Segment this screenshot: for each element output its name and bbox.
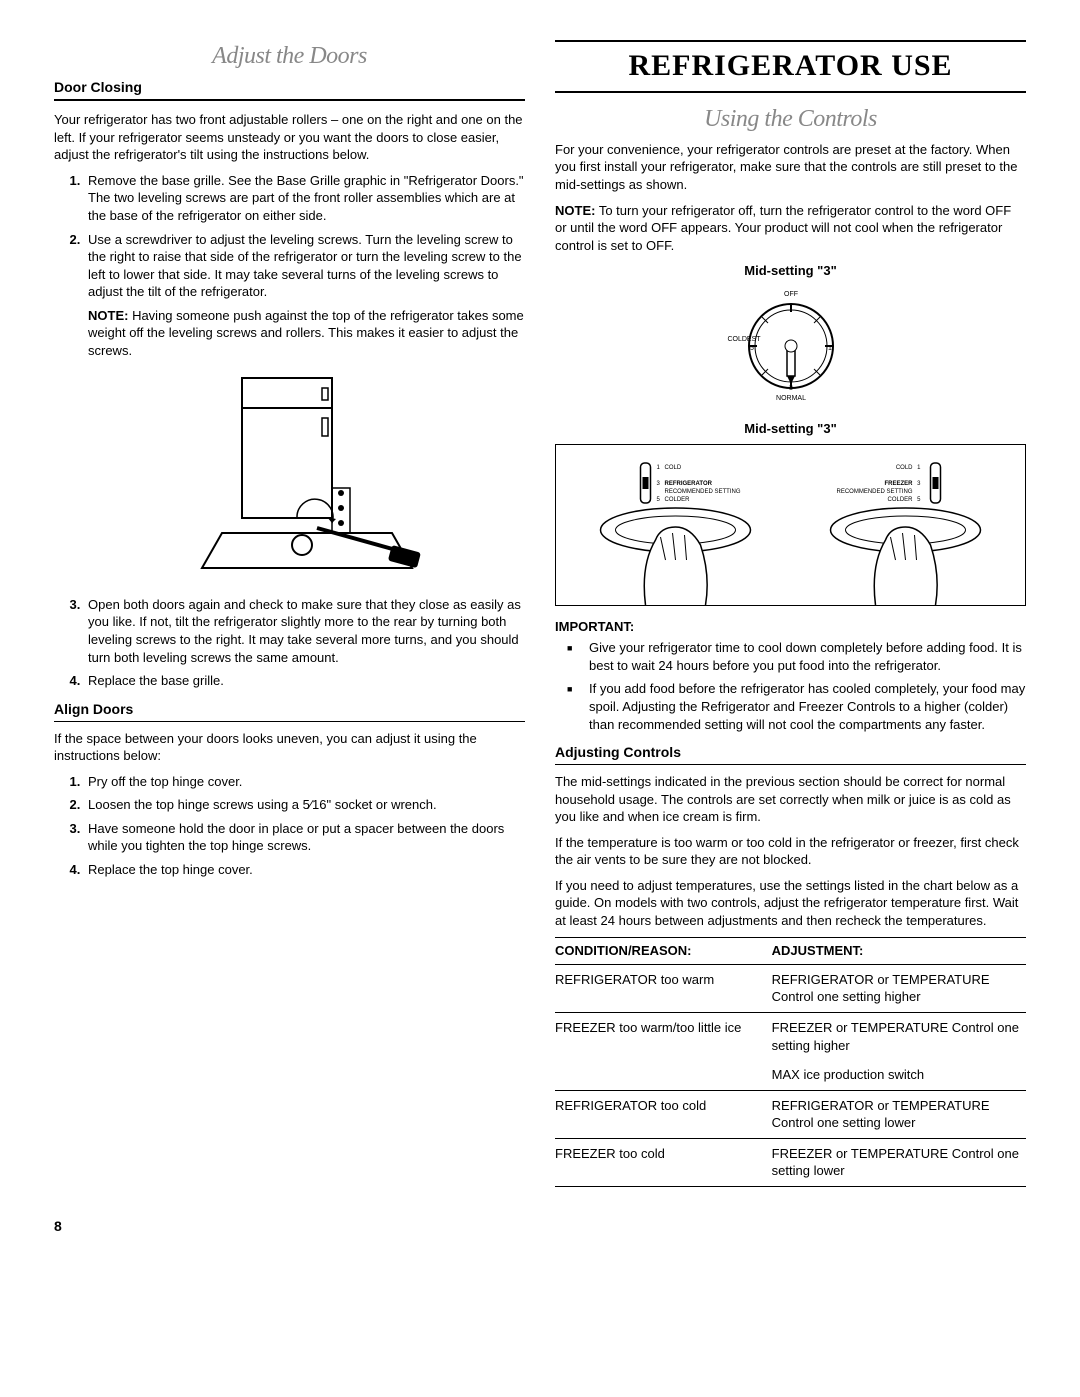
dial-illustration: OFF COLDEST 5 1 3 NORMAL [555, 286, 1026, 411]
rule [54, 721, 525, 722]
control-panel-illustration: 1 3 5 COLD REFRIGERATOR RECOMMENDED SETT… [555, 444, 1026, 606]
th-condition: CONDITION/REASON: [555, 938, 772, 965]
th-adjustment: ADJUSTMENT: [772, 938, 1026, 965]
table-row: FREEZER too cold FREEZER or TEMPERATURE … [555, 1138, 1026, 1186]
page: Adjust the Doors Door Closing Your refri… [54, 40, 1026, 1187]
table-row: REFRIGERATOR too cold REFRIGERATOR or TE… [555, 1090, 1026, 1138]
bullet: If you add food before the refrigerator … [585, 680, 1026, 733]
cell: REFRIGERATOR too warm [555, 964, 772, 1012]
important-label: IMPORTANT: [555, 618, 1026, 636]
table-row: REFRIGERATOR too warm REFRIGERATOR or TE… [555, 964, 1026, 1012]
note-label: NOTE: [555, 203, 595, 218]
note-text: To turn your refrigerator off, turn the … [555, 203, 1011, 253]
svg-text:COLDER: COLDER [887, 497, 913, 503]
step: Have someone hold the door in place or p… [84, 820, 525, 855]
svg-text:OFF: OFF [784, 291, 798, 298]
step-text: Use a screwdriver to adjust the leveling… [88, 232, 522, 300]
adjust-doors-title: Adjust the Doors [54, 40, 525, 72]
cell: FREEZER too warm/too little ice [555, 1013, 772, 1061]
rule [555, 764, 1026, 765]
door-closing-intro: Your refrigerator has two front adjustab… [54, 111, 525, 164]
leveling-illustration [88, 373, 525, 578]
page-number: 8 [54, 1217, 1026, 1236]
svg-text:COLDEST: COLDEST [727, 336, 761, 343]
svg-text:1: 1 [657, 465, 661, 471]
step: Pry off the top hinge cover. [84, 773, 525, 791]
adjusting-controls-heading: Adjusting Controls [555, 743, 1026, 762]
align-doors-intro: If the space between your doors looks un… [54, 730, 525, 765]
cell: FREEZER too cold [555, 1138, 772, 1186]
important-bullets: Give your refrigerator time to cool down… [555, 639, 1026, 733]
cell: FREEZER or TEMPERATURE Control one setti… [772, 1013, 1026, 1061]
cell: REFRIGERATOR or TEMPERATURE Control one … [772, 964, 1026, 1012]
svg-text:COLD: COLD [665, 465, 682, 471]
step: Replace the top hinge cover. [84, 861, 525, 879]
using-controls-note: NOTE: To turn your refrigerator off, tur… [555, 202, 1026, 255]
bullet: Give your refrigerator time to cool down… [585, 639, 1026, 674]
svg-text:RECOMMENDED SETTING: RECOMMENDED SETTING [836, 489, 912, 495]
table-row: FREEZER too warm/too little ice FREEZER … [555, 1013, 1026, 1061]
door-closing-steps: Remove the base grille. See the Base Gri… [54, 172, 525, 690]
note-label: NOTE: [88, 308, 128, 323]
cell [555, 1060, 772, 1090]
using-controls-title: Using the Controls [555, 103, 1026, 135]
svg-text:3: 3 [917, 481, 921, 487]
mid-setting-label-1: Mid-setting "3" [555, 262, 1026, 280]
step: Open both doors again and check to make … [84, 596, 525, 666]
align-doors-steps: Pry off the top hinge cover. Loosen the … [54, 773, 525, 879]
step: Use a screwdriver to adjust the leveling… [84, 231, 525, 578]
adjusting-p1: The mid-settings indicated in the previo… [555, 773, 1026, 826]
mid-setting-label-2: Mid-setting "3" [555, 420, 1026, 438]
step: Replace the base grille. [84, 672, 525, 690]
cell: REFRIGERATOR too cold [555, 1090, 772, 1138]
cell: MAX ice production switch [772, 1060, 1026, 1090]
door-closing-heading: Door Closing [54, 78, 525, 97]
step-note: NOTE: Having someone push against the to… [88, 307, 525, 360]
rule [54, 99, 525, 101]
svg-text:NORMAL: NORMAL [776, 395, 806, 402]
cell: FREEZER or TEMPERATURE Control one setti… [772, 1138, 1026, 1186]
rule [555, 40, 1026, 42]
svg-text:REFRIGERATOR: REFRIGERATOR [665, 481, 713, 487]
step: Loosen the top hinge screws using a 5⁄16… [84, 796, 525, 814]
left-column: Adjust the Doors Door Closing Your refri… [54, 40, 525, 1187]
svg-text:5: 5 [917, 497, 921, 503]
svg-text:COLD: COLD [896, 465, 913, 471]
right-column: REFRIGERATOR USE Using the Controls For … [555, 40, 1026, 1187]
rule [555, 91, 1026, 93]
adjusting-p2: If the temperature is too warm or too co… [555, 834, 1026, 869]
adjustment-table: CONDITION/REASON: ADJUSTMENT: REFRIGERAT… [555, 937, 1026, 1186]
svg-text:1: 1 [917, 465, 921, 471]
cell: REFRIGERATOR or TEMPERATURE Control one … [772, 1090, 1026, 1138]
adjusting-p3: If you need to adjust temperatures, use … [555, 877, 1026, 930]
note-text: Having someone push against the top of t… [88, 308, 524, 358]
align-doors-heading: Align Doors [54, 700, 525, 719]
step: Remove the base grille. See the Base Gri… [84, 172, 525, 225]
svg-text:FREEZER: FREEZER [884, 481, 913, 487]
svg-text:5: 5 [657, 497, 661, 503]
refrigerator-use-title: REFRIGERATOR USE [555, 46, 1026, 87]
svg-text:3: 3 [657, 481, 661, 487]
table-row: MAX ice production switch [555, 1060, 1026, 1090]
svg-text:RECOMMENDED SETTING: RECOMMENDED SETTING [665, 489, 741, 495]
using-controls-intro: For your convenience, your refrigerator … [555, 141, 1026, 194]
svg-text:COLDER: COLDER [665, 497, 691, 503]
